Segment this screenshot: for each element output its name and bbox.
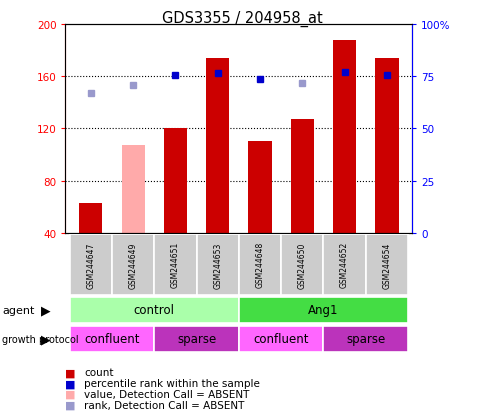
Text: ▶: ▶ xyxy=(41,304,51,317)
Text: GSM244652: GSM244652 xyxy=(339,242,348,288)
Text: sparse: sparse xyxy=(346,332,385,346)
Text: GSM244651: GSM244651 xyxy=(170,242,180,288)
Bar xyxy=(375,59,398,233)
Text: percentile rank within the sample: percentile rank within the sample xyxy=(84,378,259,388)
Text: agent: agent xyxy=(2,305,35,315)
Bar xyxy=(70,326,154,352)
Text: value, Detection Call = ABSENT: value, Detection Call = ABSENT xyxy=(84,389,249,399)
Bar xyxy=(333,40,355,233)
Text: GSM244649: GSM244649 xyxy=(128,242,137,288)
Bar xyxy=(238,326,323,352)
Text: ■: ■ xyxy=(65,389,76,399)
Bar xyxy=(238,234,281,295)
Text: ■: ■ xyxy=(65,400,76,410)
Bar xyxy=(154,326,239,352)
Bar xyxy=(70,297,239,323)
Bar xyxy=(112,234,154,295)
Text: count: count xyxy=(84,368,113,377)
Bar xyxy=(70,234,112,295)
Bar xyxy=(281,234,323,295)
Text: rank, Detection Call = ABSENT: rank, Detection Call = ABSENT xyxy=(84,400,244,410)
Text: GSM244654: GSM244654 xyxy=(381,242,391,288)
Text: GDS3355 / 204958_at: GDS3355 / 204958_at xyxy=(162,10,322,26)
Text: sparse: sparse xyxy=(177,332,216,346)
Text: Ang1: Ang1 xyxy=(307,304,338,317)
Text: ▶: ▶ xyxy=(41,332,51,346)
Bar xyxy=(248,142,271,233)
Bar xyxy=(323,326,407,352)
Bar xyxy=(365,234,407,295)
Text: confluent: confluent xyxy=(253,332,308,346)
Text: GSM244650: GSM244650 xyxy=(297,242,306,288)
Text: GSM244653: GSM244653 xyxy=(213,242,222,288)
Text: growth protocol: growth protocol xyxy=(2,334,79,344)
Text: control: control xyxy=(134,304,174,317)
Text: confluent: confluent xyxy=(84,332,139,346)
Text: GSM244647: GSM244647 xyxy=(86,242,95,288)
Text: GSM244648: GSM244648 xyxy=(255,242,264,288)
Text: ■: ■ xyxy=(65,378,76,388)
Bar xyxy=(196,234,238,295)
Bar xyxy=(323,234,365,295)
Bar xyxy=(79,203,102,233)
Bar xyxy=(154,234,196,295)
Bar xyxy=(206,59,229,233)
Bar xyxy=(238,297,407,323)
Text: ■: ■ xyxy=(65,368,76,377)
Bar xyxy=(290,120,313,233)
Bar xyxy=(121,146,144,233)
Bar xyxy=(164,129,187,233)
